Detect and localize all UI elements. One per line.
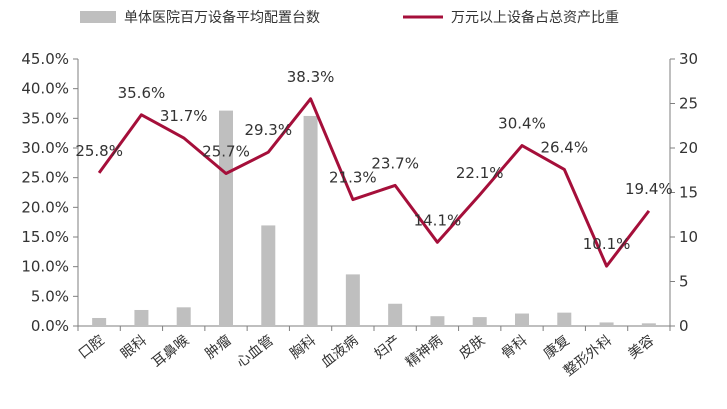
data-label: 35.6% bbox=[118, 84, 166, 102]
y-left-tick-label: 45.0% bbox=[21, 50, 69, 68]
y-right-tick-label: 5 bbox=[679, 273, 689, 291]
y-left-tick-label: 35.0% bbox=[21, 109, 69, 127]
data-label: 19.4% bbox=[625, 180, 673, 198]
legend-bar-label: 单体医院百万设备平均配置台数 bbox=[124, 9, 320, 26]
bar bbox=[430, 316, 444, 326]
data-label: 38.3% bbox=[287, 68, 335, 86]
x-tick-label: 肿瘤 bbox=[202, 332, 235, 363]
legend-line-label: 万元以上设备占总资产比重 bbox=[451, 9, 619, 26]
x-tick-label: 精神病 bbox=[403, 333, 446, 371]
x-tick-label: 耳鼻喉 bbox=[149, 332, 193, 371]
x-tick-label: 血液病 bbox=[318, 333, 361, 371]
bar bbox=[642, 323, 656, 326]
x-tick-label: 眼科 bbox=[118, 333, 150, 363]
y-left-tick-label: 25.0% bbox=[21, 169, 69, 187]
x-tick-label: 皮肤 bbox=[456, 333, 488, 363]
bar bbox=[388, 304, 402, 326]
data-label: 31.7% bbox=[160, 107, 208, 125]
y-left-tick-label: 30.0% bbox=[21, 139, 69, 157]
y-left-tick-label: 5.0% bbox=[31, 287, 69, 305]
x-tick-label: 骨科 bbox=[499, 333, 531, 363]
x-tick-label: 心血管 bbox=[234, 333, 277, 371]
data-label: 21.3% bbox=[329, 169, 377, 187]
data-label: 25.8% bbox=[75, 142, 123, 160]
data-label: 25.7% bbox=[202, 143, 250, 161]
x-tick-label: 美容 bbox=[625, 332, 658, 363]
data-label: 10.1% bbox=[583, 235, 631, 253]
data-label: 23.7% bbox=[371, 154, 419, 172]
x-axis-ticks: 口腔眼科耳鼻喉肿瘤心血管胸科血液病妇产精神病皮肤骨科康复整形外科美容 bbox=[76, 332, 658, 380]
data-labels: 25.8% 35.6% 31.7% 25.7% 29.3% 38.3% 21.3%23.7%… bbox=[75, 68, 672, 253]
y-right-tick-label: 30 bbox=[679, 50, 698, 68]
y-right-tick-label: 25 bbox=[679, 95, 698, 113]
bar bbox=[261, 225, 275, 326]
x-tick-label: 康复 bbox=[540, 332, 573, 363]
x-tick-label: 胸科 bbox=[287, 333, 319, 363]
bar bbox=[473, 317, 487, 326]
bar bbox=[515, 314, 529, 326]
bar bbox=[177, 307, 191, 326]
bar bbox=[92, 318, 106, 326]
y-left-tick-label: 15.0% bbox=[21, 228, 69, 246]
bar bbox=[346, 274, 360, 326]
legend-bar-swatch bbox=[80, 11, 116, 23]
x-tick-label: 整形外科 bbox=[561, 333, 615, 380]
data-label: 30.4% bbox=[498, 115, 546, 133]
y-left-tick-label: 40.0% bbox=[21, 80, 69, 98]
y-left-tick-label: 20.0% bbox=[21, 198, 69, 216]
bar bbox=[304, 116, 318, 326]
y-right-tick-label: 20 bbox=[679, 139, 698, 157]
bar bbox=[600, 322, 614, 326]
data-label: 29.3% bbox=[244, 121, 292, 139]
x-tick-label: 妇产 bbox=[371, 332, 404, 363]
y-left-tick-label: 10.0% bbox=[21, 258, 69, 276]
y-right-tick-label: 0 bbox=[679, 317, 689, 335]
bar bbox=[557, 313, 571, 326]
legend: 单体医院百万设备平均配置台数 万元以上设备占总资产比重 bbox=[80, 9, 619, 26]
data-label: 22.1% bbox=[456, 164, 504, 182]
bar bbox=[134, 310, 148, 326]
y-left-tick-label: 0.0% bbox=[31, 317, 69, 335]
data-label: 26.4% bbox=[540, 138, 588, 156]
data-label: 14.1% bbox=[414, 211, 462, 229]
x-tick-label: 口腔 bbox=[76, 333, 108, 363]
y-right-tick-label: 15 bbox=[679, 184, 698, 202]
y-right-tick-label: 10 bbox=[679, 228, 698, 246]
